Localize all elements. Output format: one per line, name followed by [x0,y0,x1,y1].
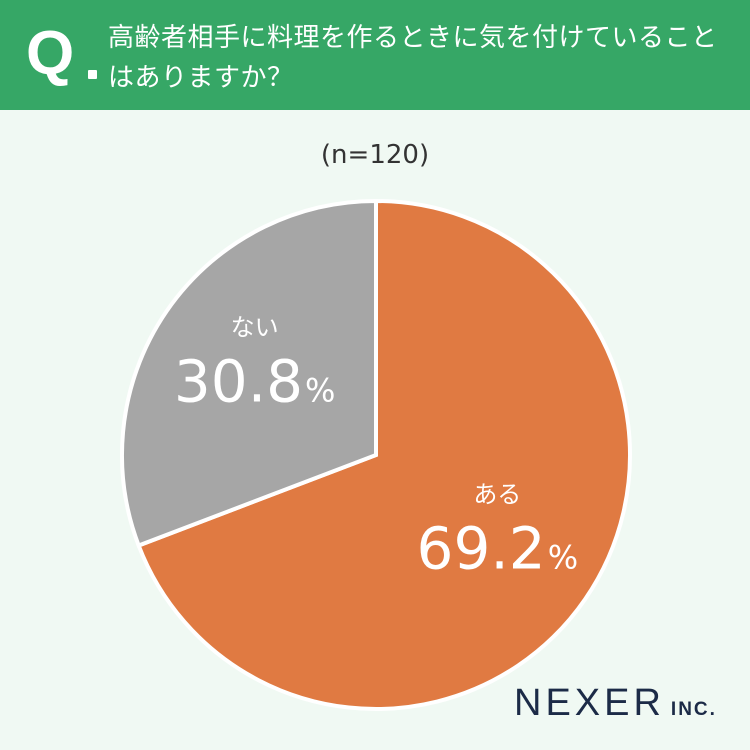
slice-value-yes: 69.2% [417,515,579,583]
pie-slice-no [120,198,378,549]
logo-sub: INC. [670,699,717,720]
question-text: 高齢者相手に料理を作るときに気を付けていることはありますか？ [108,23,718,93]
q-dot [88,70,97,79]
logo-main: NEXER [514,682,665,724]
sample-size: (n=120) [320,140,430,170]
q-mark: Q [26,19,75,88]
pie-slice-yes [136,198,632,711]
slice-label-yes: ある [473,481,521,509]
slice-label-no: ない [231,313,279,341]
question-header: Q 高齢者相手に料理を作るときに気を付けていることはありますか？ [0,0,750,110]
nexer-logo: NEXER INC. [514,682,717,725]
slice-value-no: 30.8% [174,347,336,415]
